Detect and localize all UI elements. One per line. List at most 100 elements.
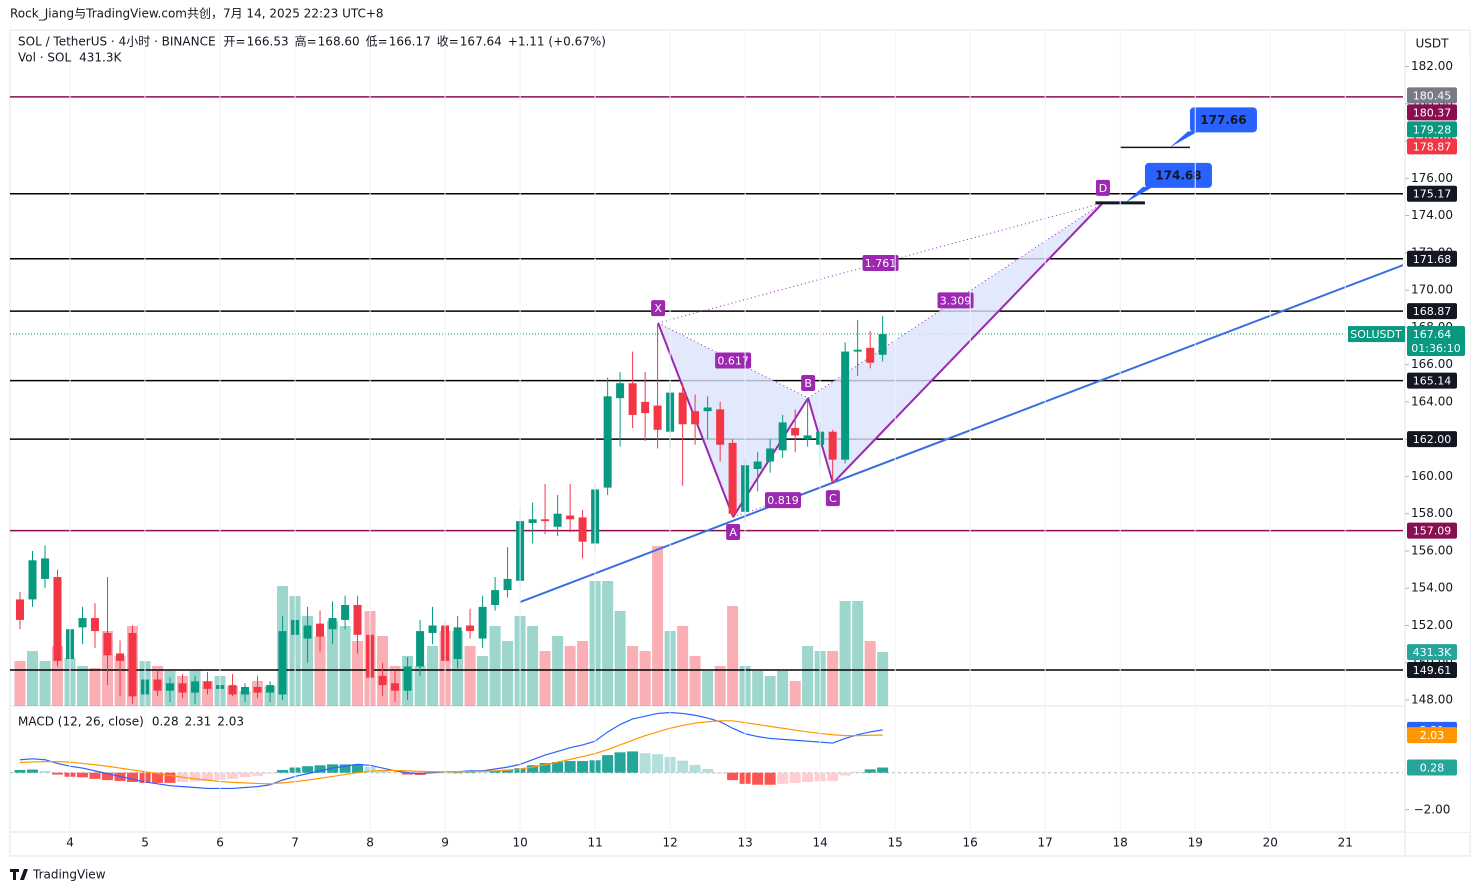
volume-bar (327, 621, 339, 706)
macd-histogram-bar (839, 772, 851, 776)
ohlc-name: 低= (366, 35, 388, 49)
price-badge (1407, 87, 1457, 104)
volume-bar (614, 611, 626, 706)
x-tick-label: 17 (1038, 836, 1053, 850)
macd-histogram-bar (389, 772, 401, 774)
candle-body (328, 618, 337, 630)
macd-histogram-bar (502, 769, 514, 773)
price-badge-label: 178.87 (1413, 140, 1452, 153)
candle-body (878, 334, 887, 355)
macd-histogram-bar (827, 772, 839, 782)
countdown-label: 01:36:10 (1411, 342, 1460, 355)
ohlc-name: 收= (437, 35, 459, 49)
volume-bar (577, 641, 589, 706)
x-tick-label: 14 (813, 836, 828, 850)
candle-body (228, 685, 237, 695)
macd-histogram-bar (202, 772, 214, 782)
pattern-point-label: D (1099, 182, 1107, 195)
candle-body (841, 351, 850, 460)
candle-body (416, 631, 425, 667)
brand: TradingView (32, 868, 106, 882)
macd-histogram-bar (714, 772, 726, 774)
price-badge (1407, 121, 1457, 138)
brand-logo (10, 869, 28, 880)
volume-bar (477, 656, 489, 706)
candle-body (353, 605, 362, 635)
macd-histogram-bar (239, 772, 251, 778)
price-badge-label: 165.14 (1413, 375, 1452, 388)
macd-histogram-bar (277, 769, 289, 773)
volume-bar (464, 646, 476, 706)
x-tick-label: 18 (1113, 836, 1128, 850)
signal-line (19, 720, 883, 785)
x-tick-label: 19 (1188, 836, 1203, 850)
price-badge-label: 180.45 (1413, 89, 1452, 102)
macd-legend: MACD (12, 26, close) (18, 715, 144, 729)
volume-bar (864, 641, 876, 706)
volume-bar (427, 646, 439, 706)
ohlc-value: 168.60 (318, 35, 360, 49)
macd-histogram-bar (764, 772, 776, 785)
price-badge-label: 171.68 (1413, 253, 1452, 266)
candle-body (691, 411, 700, 425)
candle-body (503, 578, 512, 591)
volume-bar (627, 646, 639, 706)
candle-body (616, 383, 625, 399)
y-tick-label: 164.00 (1411, 394, 1453, 408)
x-tick-label: 5 (141, 836, 149, 850)
x-tick-label: 11 (587, 836, 602, 850)
price-badge-label: 179.28 (1413, 123, 1452, 136)
macd-histogram-bar (689, 764, 701, 773)
x-tick-label: 8 (366, 836, 374, 850)
y-tick-label: 176.00 (1411, 171, 1453, 185)
pattern-point-label: A (729, 526, 737, 539)
price-pane: 0.617 0.819 3.309 1.761 X A B C D 177.66 174.68 (10, 96, 1403, 706)
volume-bar (827, 651, 839, 706)
candle-body (316, 623, 325, 637)
volume-bar (777, 671, 789, 706)
price-badge (1407, 303, 1457, 320)
volume-bar (27, 651, 39, 706)
macd-histogram-bar (51, 772, 63, 775)
trendline (519, 264, 1403, 603)
volume-bar (452, 631, 464, 706)
volume-bar (602, 581, 614, 706)
macd-histogram-bar (377, 770, 389, 773)
volume-bar (51, 646, 63, 706)
candle-body (553, 513, 562, 527)
macd-histogram-bar (39, 770, 51, 773)
volume-bar (539, 651, 551, 706)
x-tick-label: 21 (1338, 836, 1353, 850)
ratio-label: 3.309 (940, 294, 972, 307)
price-badge-label: 2.03 (1420, 729, 1445, 742)
y-tick-label: 152.00 (1411, 618, 1453, 632)
candle-body (828, 431, 837, 460)
x-tick-label: 6 (216, 836, 224, 850)
macd-histogram-bar (789, 772, 801, 783)
last-price-badge (1407, 326, 1465, 357)
x-tick-label: 4 (66, 836, 74, 850)
candle-body (90, 618, 99, 632)
candle-body (641, 401, 650, 414)
y-tick-label: 156.00 (1411, 543, 1453, 557)
price-badge (1407, 662, 1457, 679)
volume-bar (714, 666, 726, 706)
candle-body (278, 631, 287, 695)
macd-histogram-bar (89, 772, 101, 779)
candle-body (766, 448, 775, 462)
candle-body (78, 618, 87, 628)
candle-body (466, 625, 475, 632)
last-price-label: 167.64 (1413, 328, 1452, 341)
pattern-fill (808, 202, 1103, 484)
x-tick-label: 9 (441, 836, 449, 850)
price-badge-label: 0.28 (1420, 762, 1445, 775)
candle-body (178, 683, 187, 693)
macd-histogram-bar (702, 769, 714, 773)
candle-body (728, 442, 737, 514)
price-badge (1407, 104, 1457, 121)
candle-body (203, 681, 212, 689)
macd-legend-hist: 0.28 (152, 715, 179, 729)
candle-body (28, 560, 37, 600)
currency-label: USDT (1416, 37, 1450, 51)
